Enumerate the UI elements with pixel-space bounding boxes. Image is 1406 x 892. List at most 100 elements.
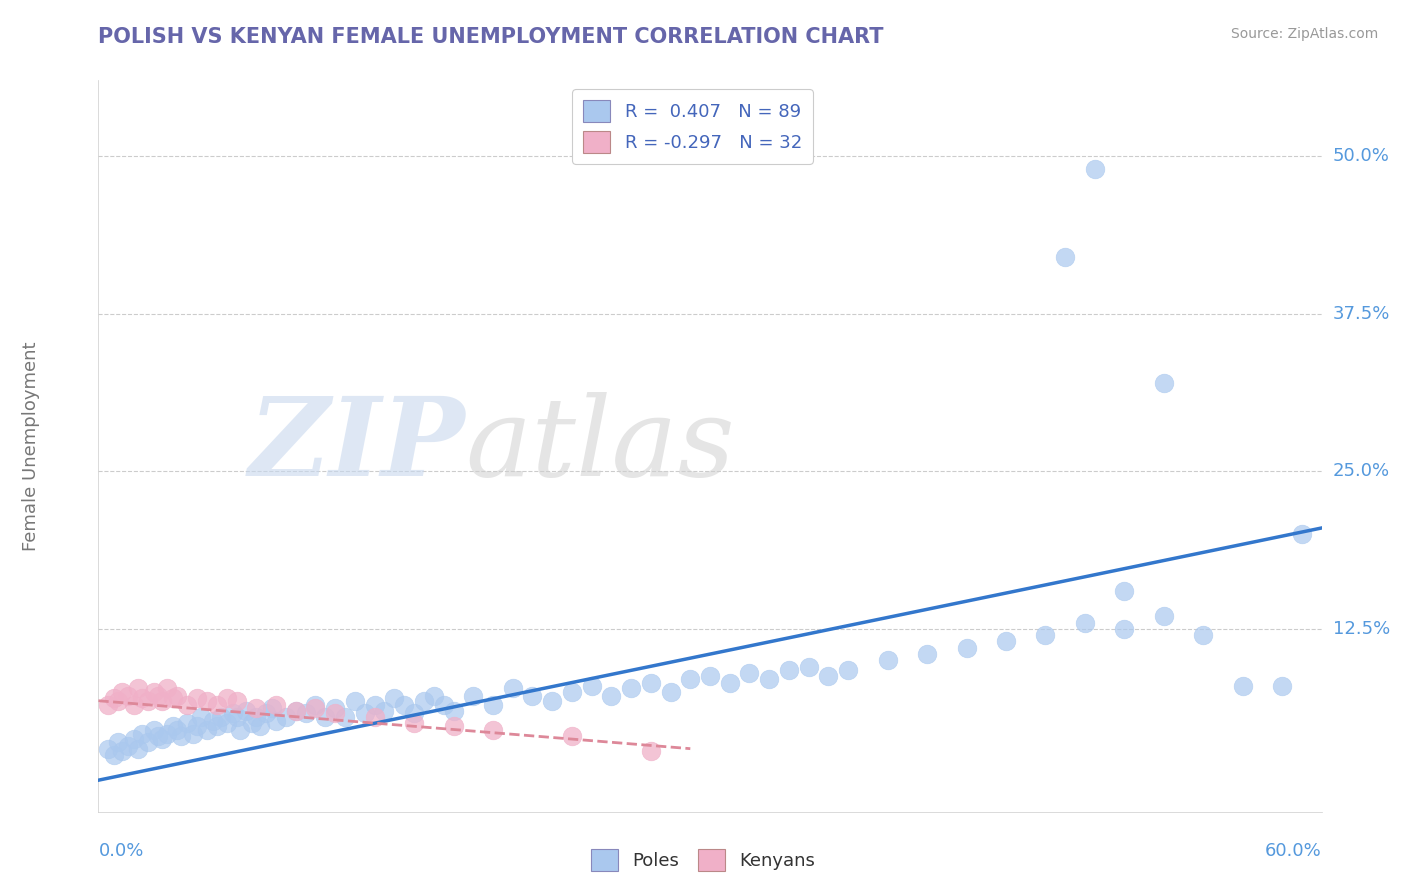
Point bbox=[837, 664, 859, 678]
Point bbox=[156, 726, 179, 740]
Point bbox=[1084, 161, 1107, 176]
Point bbox=[97, 698, 120, 712]
Point bbox=[186, 719, 208, 733]
Point bbox=[343, 694, 366, 708]
Point bbox=[142, 685, 165, 699]
Point bbox=[294, 706, 316, 721]
Point bbox=[1232, 679, 1254, 693]
Point bbox=[404, 716, 426, 731]
Point bbox=[1114, 584, 1136, 599]
Legend: R =  0.407   N = 89, R = -0.297   N = 32: R = 0.407 N = 89, R = -0.297 N = 32 bbox=[572, 89, 813, 164]
Point bbox=[225, 710, 247, 724]
Point bbox=[245, 701, 267, 715]
Point bbox=[166, 689, 188, 703]
Point bbox=[284, 704, 307, 718]
Point bbox=[225, 694, 247, 708]
Point bbox=[1035, 628, 1057, 642]
Point bbox=[162, 719, 184, 733]
Point bbox=[111, 685, 134, 699]
Point bbox=[699, 668, 721, 682]
Point bbox=[482, 723, 505, 737]
Point bbox=[146, 689, 169, 703]
Point bbox=[363, 698, 385, 712]
Point bbox=[195, 694, 218, 708]
Point bbox=[541, 694, 564, 708]
Point bbox=[353, 706, 375, 721]
Point bbox=[1153, 609, 1175, 624]
Point bbox=[284, 704, 307, 718]
Point bbox=[323, 701, 346, 715]
Point bbox=[97, 741, 120, 756]
Point bbox=[215, 716, 238, 731]
Point bbox=[103, 747, 125, 762]
Point bbox=[333, 710, 356, 724]
Point bbox=[190, 710, 212, 724]
Point bbox=[209, 710, 232, 724]
Point bbox=[363, 710, 385, 724]
Point bbox=[323, 706, 346, 721]
Point bbox=[260, 701, 283, 715]
Point bbox=[107, 694, 129, 708]
Point bbox=[221, 706, 243, 721]
Point bbox=[127, 681, 149, 695]
Point bbox=[1054, 250, 1077, 264]
Point bbox=[131, 726, 153, 740]
Text: ZIP: ZIP bbox=[249, 392, 465, 500]
Point bbox=[103, 691, 125, 706]
Point bbox=[195, 723, 218, 737]
Point bbox=[117, 689, 139, 703]
Text: 50.0%: 50.0% bbox=[1333, 147, 1389, 165]
Text: 12.5%: 12.5% bbox=[1333, 620, 1391, 638]
Text: 0.0%: 0.0% bbox=[98, 842, 143, 860]
Point bbox=[131, 691, 153, 706]
Point bbox=[382, 691, 405, 706]
Point bbox=[181, 726, 204, 740]
Point bbox=[392, 698, 416, 712]
Point bbox=[111, 744, 134, 758]
Point bbox=[245, 710, 267, 724]
Point bbox=[254, 706, 277, 721]
Point bbox=[738, 665, 761, 680]
Point bbox=[758, 673, 780, 687]
Point bbox=[107, 735, 129, 749]
Point bbox=[404, 706, 426, 721]
Text: 60.0%: 60.0% bbox=[1265, 842, 1322, 860]
Point bbox=[166, 723, 188, 737]
Point bbox=[1153, 376, 1175, 390]
Point bbox=[581, 679, 603, 693]
Point bbox=[679, 673, 702, 687]
Point bbox=[1114, 622, 1136, 636]
Point bbox=[127, 741, 149, 756]
Point bbox=[136, 694, 159, 708]
Point bbox=[561, 685, 583, 699]
Point bbox=[876, 653, 898, 667]
Point bbox=[443, 704, 465, 718]
Point bbox=[229, 723, 252, 737]
Point bbox=[264, 714, 287, 728]
Point bbox=[240, 716, 263, 731]
Point bbox=[1192, 628, 1215, 642]
Point bbox=[314, 710, 336, 724]
Point bbox=[443, 719, 465, 733]
Point bbox=[274, 710, 297, 724]
Point bbox=[205, 698, 228, 712]
Point bbox=[413, 694, 436, 708]
Point bbox=[640, 744, 662, 758]
Point bbox=[994, 634, 1017, 648]
Point bbox=[502, 681, 524, 695]
Point bbox=[373, 704, 395, 718]
Point bbox=[176, 716, 198, 731]
Point bbox=[150, 731, 173, 746]
Point bbox=[264, 698, 287, 712]
Point bbox=[304, 698, 326, 712]
Point bbox=[561, 729, 583, 743]
Point bbox=[215, 691, 238, 706]
Point bbox=[463, 689, 485, 703]
Point bbox=[659, 685, 682, 699]
Point bbox=[522, 689, 544, 703]
Point bbox=[817, 668, 839, 682]
Point bbox=[304, 701, 326, 715]
Point bbox=[122, 698, 145, 712]
Point bbox=[718, 676, 741, 690]
Point bbox=[1074, 615, 1097, 630]
